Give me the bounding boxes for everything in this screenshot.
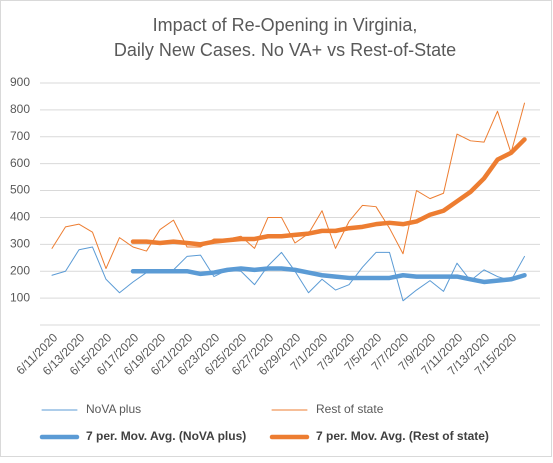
y-tick-label: 200 <box>10 263 30 277</box>
series-line <box>130 266 527 285</box>
legend-label: Rest of state <box>316 402 384 416</box>
legend-label: 7 per. Mov. Avg. (Rest of state) <box>316 429 489 443</box>
y-tick-label: 500 <box>10 183 30 197</box>
legend: NoVA plus Rest of state 7 per. Mov. Avg. (… <box>39 402 489 443</box>
y-tick-label: 900 <box>10 75 30 89</box>
series-line <box>130 137 527 247</box>
chart-title: Impact of Re-Opening in Virginia, <box>153 15 418 35</box>
legend-label: NoVA plus <box>86 402 141 416</box>
series-line <box>51 246 525 302</box>
y-tick-label: 600 <box>10 156 30 170</box>
y-tick-label: 400 <box>10 210 30 224</box>
series-line <box>51 102 525 270</box>
legend-label: 7 per. Mov. Avg. (NoVA plus) <box>86 429 246 443</box>
y-tick-label: 100 <box>10 290 30 304</box>
y-tick-label: 300 <box>10 237 30 251</box>
chart-subtitle: Daily New Cases. No VA+ vs Rest-of-State <box>114 40 456 60</box>
y-tick-label: 800 <box>10 102 30 116</box>
y-tick-label: 700 <box>10 129 30 143</box>
